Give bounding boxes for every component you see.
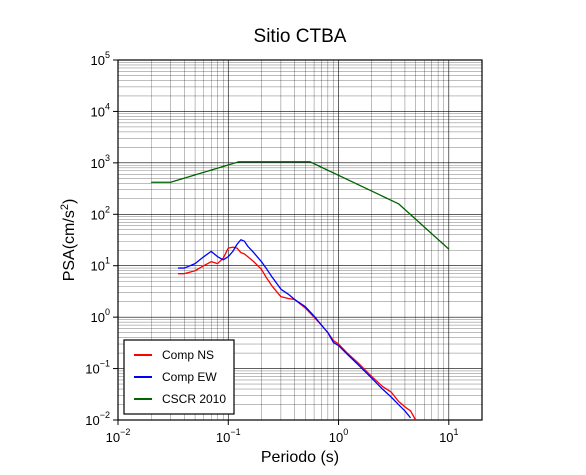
y-tick-label-base: 10 — [91, 207, 105, 222]
y-tick-label-exp: −1 — [100, 359, 110, 369]
legend-label-cscr-2010: CSCR 2010 — [162, 392, 226, 406]
y-axis-label: PSA(cm/s2) — [59, 199, 78, 282]
series-line-comp-ns — [177, 246, 417, 421]
x-tick-label-base: 10 — [106, 430, 120, 445]
y-tick-label: 105 — [91, 50, 110, 68]
y-tick-label-base: 10 — [91, 156, 105, 171]
x-tick-label: 10−1 — [216, 427, 241, 445]
legend: Comp NS Comp EW CSCR 2010 — [123, 339, 235, 415]
x-axis-ticks: 10−2 10−1 100 101 — [106, 420, 459, 445]
series-layer — [151, 161, 450, 421]
y-tick-label: 102 — [91, 204, 110, 222]
y-tick-label-base: 10 — [85, 362, 99, 377]
x-tick-label-exp: 0 — [343, 427, 348, 437]
x-tick-label-exp: −1 — [230, 427, 240, 437]
y-tick-label-exp: 5 — [105, 50, 110, 60]
y-tick-label-base: 10 — [91, 259, 105, 274]
x-tick-label: 101 — [439, 427, 458, 445]
y-tick-label: 101 — [91, 256, 110, 274]
y-tick-label-exp: 2 — [105, 204, 110, 214]
plot-frame — [117, 59, 483, 421]
x-tick-label: 10−2 — [106, 427, 131, 445]
chart-title: Sitio CTBA — [254, 26, 347, 47]
y-tick-label: 103 — [91, 153, 110, 171]
y-tick-label: 10−1 — [85, 359, 110, 377]
legend-label-comp-ns: Comp NS — [162, 348, 214, 362]
y-axis-label-end: ) — [61, 199, 78, 204]
series-line-comp-ew — [177, 239, 412, 419]
y-axis-label-base: PSA(cm/s — [61, 210, 78, 281]
x-axis-label: Periodo (s) — [261, 449, 339, 466]
x-tick-label-base: 10 — [439, 430, 453, 445]
x-tick-label: 100 — [329, 427, 348, 445]
y-tick-label-base: 10 — [91, 310, 105, 325]
y-tick-label: 10−2 — [85, 410, 110, 428]
y-tick-label: 100 — [91, 307, 110, 325]
y-tick-label-exp: 0 — [105, 307, 110, 317]
x-tick-label-base: 10 — [329, 430, 343, 445]
y-tick-label-exp: 4 — [105, 101, 110, 111]
y-tick-label-exp: 3 — [105, 153, 110, 163]
y-axis-label-sup: 2 — [59, 204, 71, 210]
legend-label-comp-ew: Comp EW — [162, 370, 217, 384]
x-tick-label-exp: 1 — [454, 427, 459, 437]
x-tick-label-base: 10 — [216, 430, 230, 445]
y-tick-label: 104 — [91, 101, 110, 119]
x-tick-label-exp: −2 — [120, 427, 130, 437]
y-tick-label-base: 10 — [91, 53, 105, 68]
series-line-cscr-2010 — [151, 161, 450, 250]
y-tick-label-exp: −2 — [100, 410, 110, 420]
plot-grid — [117, 59, 483, 421]
y-tick-label-base: 10 — [85, 413, 99, 428]
y-tick-label-exp: 1 — [105, 256, 110, 266]
y-tick-label-base: 10 — [91, 104, 105, 119]
